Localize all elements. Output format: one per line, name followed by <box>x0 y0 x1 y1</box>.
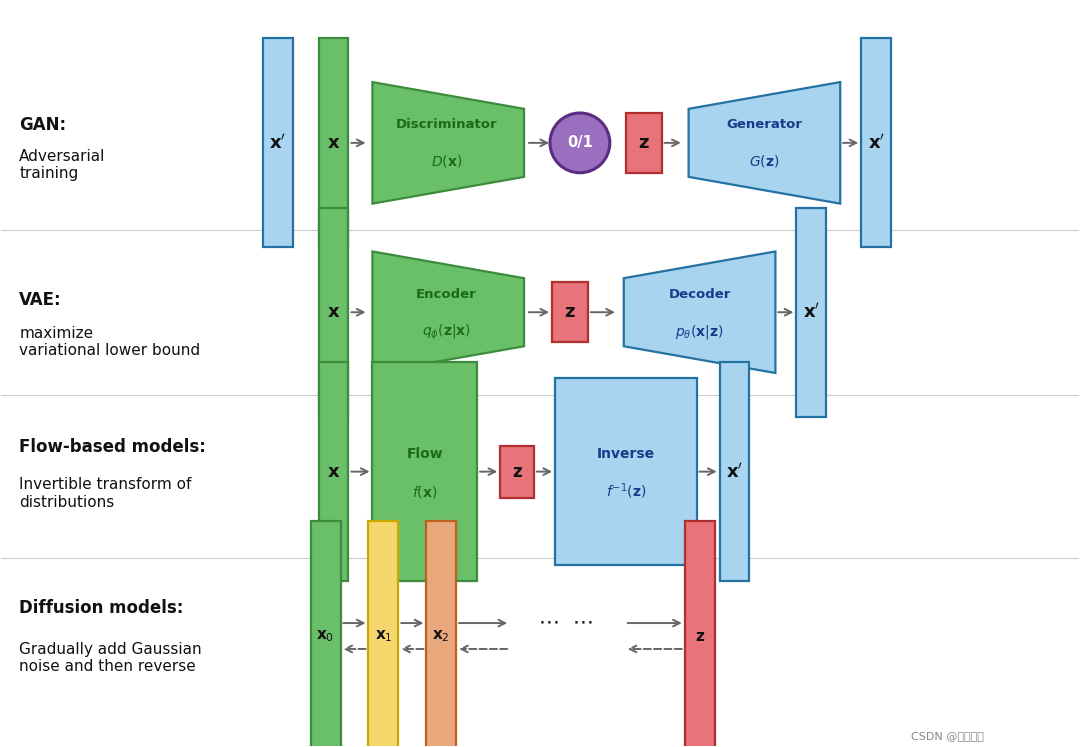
Text: GAN:: GAN: <box>19 116 67 134</box>
Text: Diffusion models:: Diffusion models: <box>19 599 184 617</box>
Text: Encoder: Encoder <box>416 288 476 301</box>
Text: Generator: Generator <box>727 119 802 131</box>
Bar <box>368 521 399 747</box>
Text: Gradually add Gaussian
noise and then reverse: Gradually add Gaussian noise and then re… <box>19 642 202 674</box>
Text: Decoder: Decoder <box>669 288 731 301</box>
Bar <box>262 38 293 247</box>
Text: Flow: Flow <box>406 447 443 461</box>
Polygon shape <box>373 82 524 204</box>
Text: $\cdots$  $\cdots$: $\cdots$ $\cdots$ <box>538 613 592 633</box>
Text: $\mathbf{z}$: $\mathbf{z}$ <box>512 462 523 480</box>
Text: Discriminator: Discriminator <box>395 119 497 131</box>
Text: CSDN @上杉翔二: CSDN @上杉翔二 <box>912 731 984 740</box>
Text: Flow-based models:: Flow-based models: <box>19 438 206 456</box>
Text: 0/1: 0/1 <box>567 135 593 150</box>
Text: $f(\mathbf{x})$: $f(\mathbf{x})$ <box>413 483 437 500</box>
Text: $\mathbf{x}$: $\mathbf{x}$ <box>327 303 340 321</box>
Text: $\mathbf{x}$: $\mathbf{x}$ <box>327 134 340 152</box>
Text: $D(\mathbf{x})$: $D(\mathbf{x})$ <box>431 153 462 169</box>
Circle shape <box>550 113 610 173</box>
Bar <box>861 38 891 247</box>
Text: Invertible transform of
distributions: Invertible transform of distributions <box>19 477 192 509</box>
Text: $\mathbf{z}$: $\mathbf{z}$ <box>694 628 704 643</box>
Polygon shape <box>624 252 775 373</box>
Text: $\mathbf{x}$: $\mathbf{x}$ <box>327 462 340 480</box>
Text: $\mathbf{x'}$: $\mathbf{x'}$ <box>269 134 286 152</box>
Bar <box>319 208 349 417</box>
Text: $f^{-1}(\mathbf{z})$: $f^{-1}(\mathbf{z})$ <box>606 482 646 501</box>
Text: $p_\theta(\mathbf{x}|\mathbf{z})$: $p_\theta(\mathbf{x}|\mathbf{z})$ <box>675 323 724 341</box>
Text: $\mathbf{z}$: $\mathbf{z}$ <box>638 134 649 152</box>
Text: Inverse: Inverse <box>597 447 654 461</box>
Bar <box>719 362 750 581</box>
Bar <box>319 38 349 247</box>
Bar <box>625 113 662 173</box>
Text: $\mathbf{x'}$: $\mathbf{x'}$ <box>867 134 885 152</box>
Text: VAE:: VAE: <box>19 291 62 309</box>
Text: Adversarial
training: Adversarial training <box>19 149 106 181</box>
Text: $\mathbf{x}_2$: $\mathbf{x}_2$ <box>432 628 450 644</box>
Bar <box>427 521 456 747</box>
Text: $q_\phi(\mathbf{z}|\mathbf{x})$: $q_\phi(\mathbf{z}|\mathbf{x})$ <box>422 323 471 342</box>
Bar <box>552 282 588 342</box>
Bar <box>796 208 826 417</box>
Bar <box>311 521 340 747</box>
Bar <box>500 446 534 498</box>
Text: $\mathbf{z}$: $\mathbf{z}$ <box>564 303 576 321</box>
Polygon shape <box>373 252 524 373</box>
Bar <box>685 521 715 747</box>
Text: $\mathbf{x}_1$: $\mathbf{x}_1$ <box>375 628 392 644</box>
Bar <box>373 362 477 581</box>
Text: $\mathbf{x'}$: $\mathbf{x'}$ <box>726 462 743 481</box>
Polygon shape <box>689 82 840 204</box>
Bar <box>555 379 697 565</box>
Text: $\mathbf{x}_0$: $\mathbf{x}_0$ <box>316 628 335 644</box>
Text: $G(\mathbf{z})$: $G(\mathbf{z})$ <box>750 153 780 169</box>
Bar <box>319 362 349 581</box>
Text: maximize
variational lower bound: maximize variational lower bound <box>19 326 201 359</box>
Text: $\mathbf{x'}$: $\mathbf{x'}$ <box>802 303 820 322</box>
